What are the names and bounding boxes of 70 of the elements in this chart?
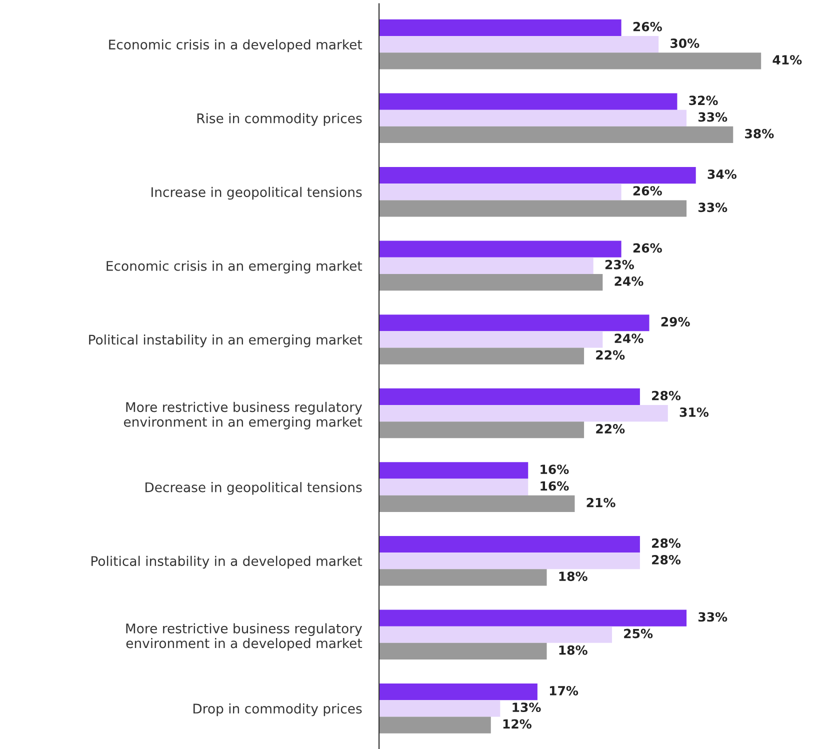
data-label: 22% (596, 350, 625, 360)
y-tick-label: Political instability in an emerging market (89, 334, 362, 348)
data-label: 24% (614, 276, 644, 286)
bar (379, 348, 584, 364)
bar (379, 167, 696, 184)
data-label: 12% (503, 719, 532, 729)
data-label: 33% (698, 112, 728, 122)
data-label: 30% (670, 38, 700, 48)
data-label: 28% (652, 390, 681, 400)
bar (379, 552, 640, 570)
bar (379, 36, 659, 53)
data-label: 29% (661, 317, 690, 327)
data-label: 16% (540, 481, 569, 491)
data-label: 21% (586, 498, 616, 508)
data-label: 32% (689, 96, 718, 106)
data-label: 18% (559, 572, 588, 582)
bar (379, 422, 584, 438)
bar (379, 495, 575, 512)
y-tick-label: Drop in commodity prices (193, 703, 362, 716)
bar (379, 626, 612, 643)
bar (379, 462, 528, 479)
y-tick-label: Political instability in a developed market (92, 556, 362, 569)
data-label: 31% (680, 407, 709, 417)
data-label: 38% (745, 128, 774, 138)
y-tick-label: Decrease in geopolitical tensions (146, 482, 362, 495)
bar (379, 331, 603, 348)
data-label: 22% (596, 424, 625, 434)
y-tick-label: More restrictive business regulatory environment in a developed market (126, 623, 362, 651)
bar (379, 684, 538, 700)
bar (379, 93, 678, 110)
data-label: 26% (633, 22, 662, 32)
bar (379, 126, 734, 144)
bar (379, 184, 622, 200)
data-label: 17% (550, 686, 578, 696)
bar (379, 404, 668, 422)
bar (379, 610, 687, 626)
bar (379, 257, 594, 274)
bar (379, 700, 500, 717)
bar (379, 388, 640, 405)
y-tick-label: More restrictive business regulatory environment in an emerging market (124, 402, 362, 430)
bar (379, 569, 547, 586)
data-label: 26% (633, 243, 662, 253)
bar (379, 478, 528, 496)
bar (379, 716, 491, 734)
data-label: 28% (652, 555, 681, 564)
y-tick-label: Rise in commodity prices (197, 113, 362, 126)
data-label: 28% (652, 538, 681, 548)
data-label: 24% (614, 334, 644, 344)
bar (379, 52, 762, 70)
data-label: 25% (624, 628, 653, 638)
bar (379, 536, 640, 553)
data-label: 33% (698, 202, 728, 212)
data-label: 16% (540, 464, 569, 474)
bar (379, 240, 622, 258)
bar (379, 200, 687, 217)
data-label: 26% (633, 186, 662, 196)
y-tick-label: Increase in geopolitical tensions (152, 186, 362, 200)
bar (379, 19, 622, 36)
data-label: 13% (512, 702, 541, 712)
bar (379, 274, 603, 291)
data-label: 18% (559, 645, 588, 655)
y-tick-label: Economic crisis in a developed market (109, 39, 362, 52)
data-label: 41% (772, 55, 802, 65)
bar (379, 110, 687, 126)
data-label: 23% (605, 260, 634, 270)
y-tick-label: Economic crisis in an emerging market (106, 260, 362, 274)
data-label: 34% (708, 169, 736, 179)
bar (379, 642, 547, 660)
data-label: 33% (698, 612, 728, 622)
bar (379, 314, 650, 332)
